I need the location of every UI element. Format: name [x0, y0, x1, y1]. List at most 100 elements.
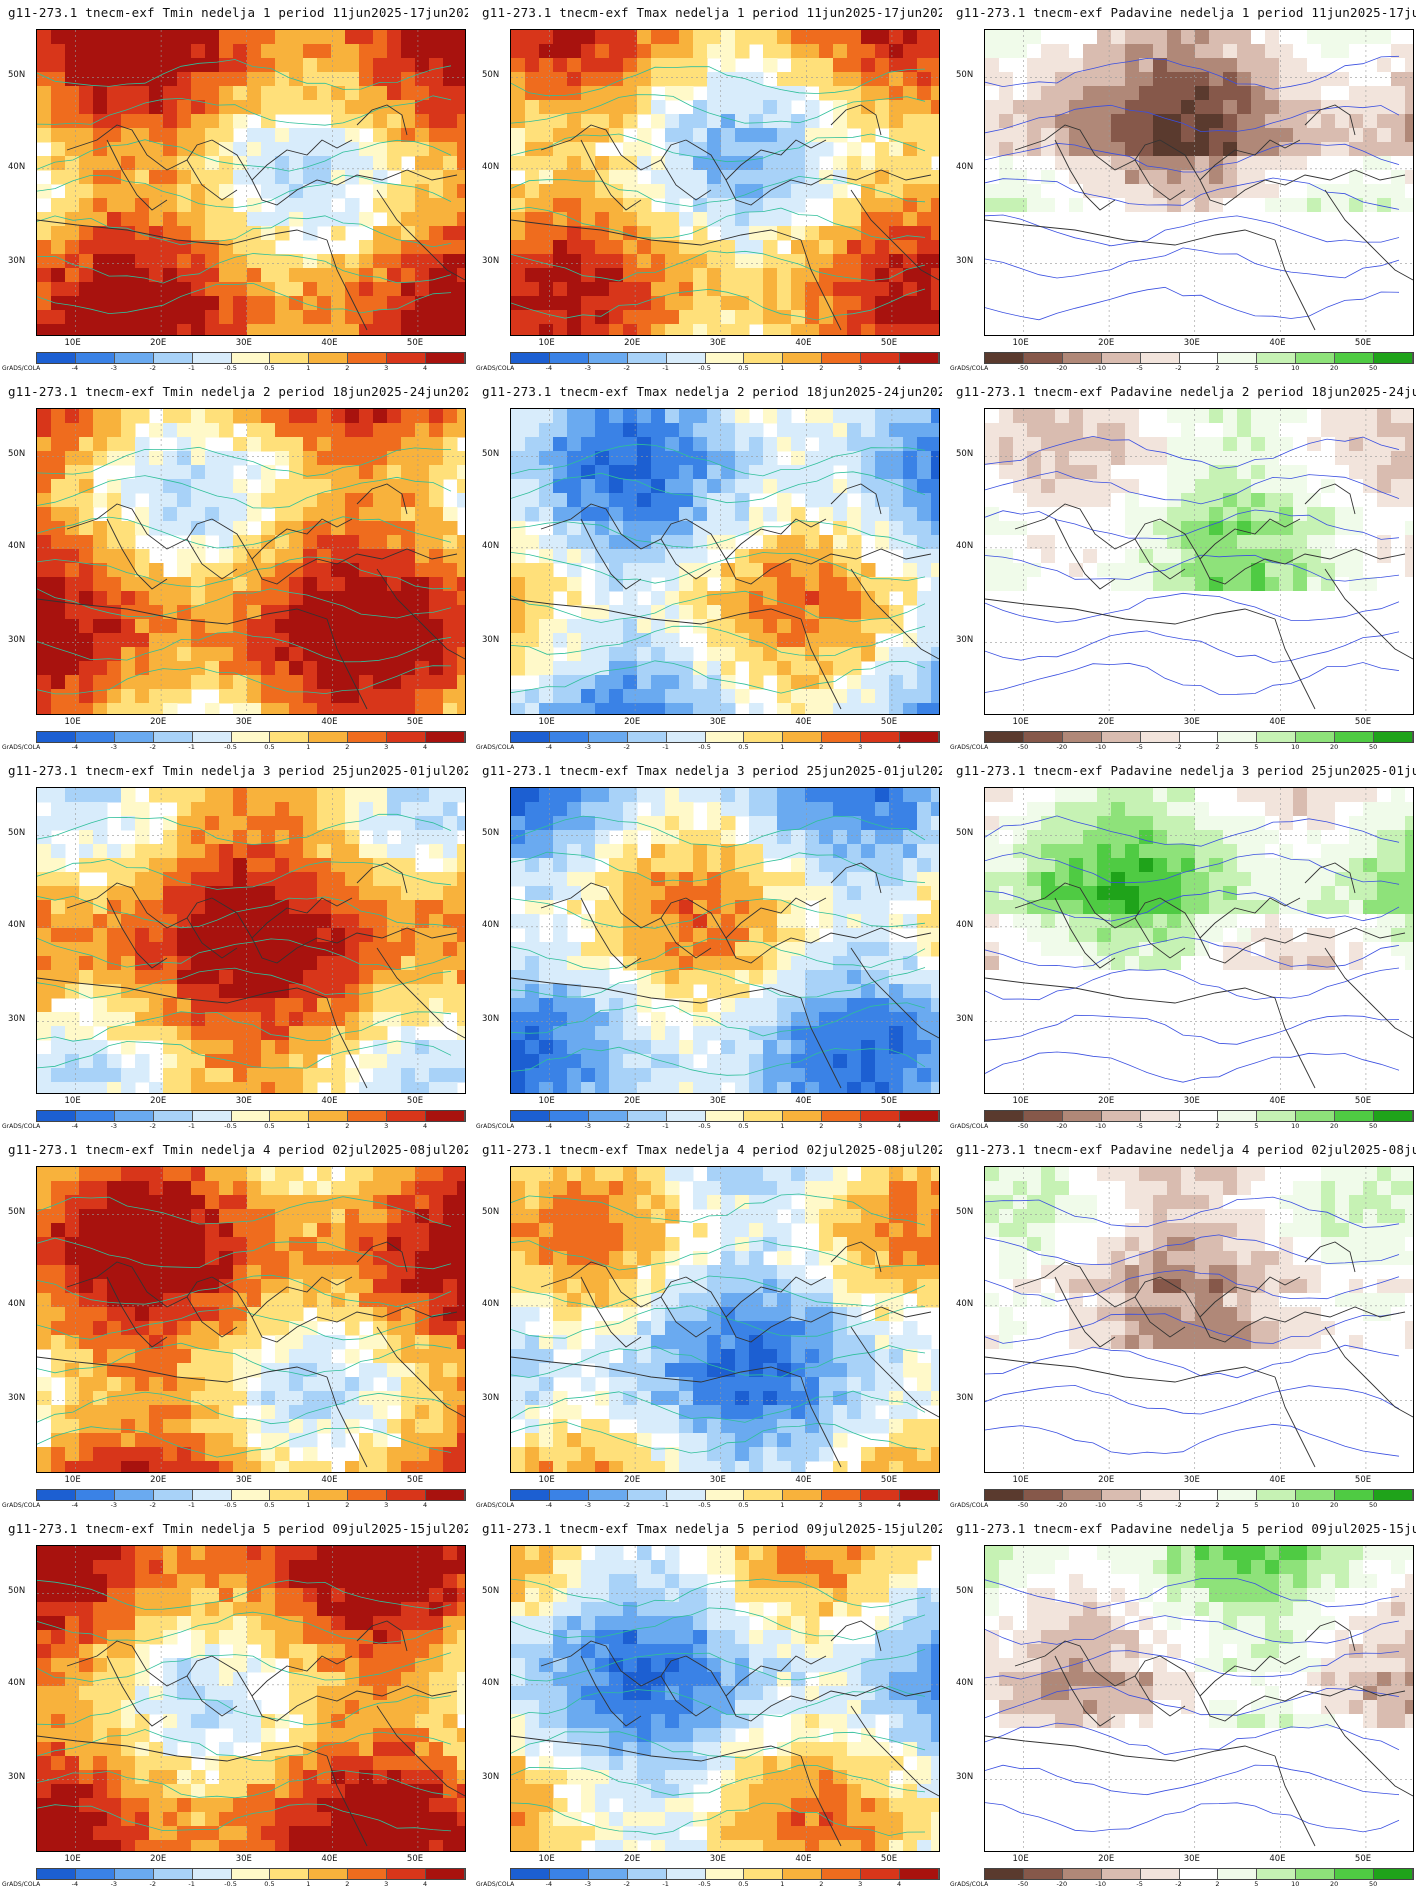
- longitude-label: 40E: [1269, 717, 1286, 727]
- map-panel-prec-week-5: g11-273.1 tnecm-exf Padavine nedelja 5 p…: [948, 1516, 1422, 1895]
- latitude-label: 50N: [956, 1586, 974, 1597]
- colorbar-tick-label: -5: [1136, 1501, 1143, 1509]
- colorbar-tick-label: 0.5: [264, 1880, 275, 1888]
- colorbar-swatch: [744, 353, 784, 363]
- latitude-label: 50N: [8, 828, 26, 839]
- latitude-label: 30N: [482, 256, 500, 267]
- anomaly-map: [36, 408, 466, 715]
- longitude-label: 10E: [64, 717, 81, 727]
- colorbar-swatch: [705, 353, 745, 363]
- colorbar-swatch: [231, 1490, 271, 1500]
- latitude-label: 40N: [8, 161, 26, 172]
- colorbar-tick-label: 3: [858, 364, 863, 372]
- panel-title: g11-273.1 tnecm-exf Tmax nedelja 5 perio…: [482, 1521, 942, 1536]
- longitude-label: 30E: [709, 1854, 726, 1864]
- colorbar-swatch: [426, 353, 465, 363]
- colorbar-swatch: [1140, 1111, 1180, 1121]
- colorbar-tick-label: -3: [584, 1122, 592, 1130]
- colorbar-tick-label: 4: [423, 364, 428, 372]
- colorbar-swatch: [1140, 1869, 1180, 1879]
- colorbar-tick-label: 50: [1368, 1501, 1378, 1509]
- colorbar-tick-label: 3: [384, 743, 389, 751]
- anomaly-map: [510, 1545, 940, 1852]
- colorbar-swatch: [1101, 1490, 1141, 1500]
- longitude-label: 20E: [624, 1854, 641, 1864]
- latitude-label: 40N: [8, 1298, 26, 1309]
- colorbar-tick-label: -0.5: [224, 1880, 237, 1888]
- panel-title: g11-273.1 tnecm-exf Padavine nedelja 1 p…: [956, 5, 1416, 20]
- colorbar-swatch: [309, 1869, 349, 1879]
- colorbar-swatch: [627, 732, 667, 742]
- colorbar-swatch: [861, 1869, 901, 1879]
- colorbar-tick-label: 0.5: [264, 1122, 275, 1130]
- colorbar-tick-label: -2: [149, 1880, 156, 1888]
- colorbar: [36, 1489, 466, 1501]
- colorbar-tick-label: -0.5: [698, 743, 711, 751]
- colorbar-tick-label: -2: [1175, 743, 1182, 751]
- colorbar-tick-label: 2: [345, 1880, 350, 1888]
- colorbar-tick-label: 2: [1215, 1122, 1220, 1130]
- colorbar-tick-label: 3: [858, 1501, 863, 1509]
- longitude-label: 20E: [624, 717, 641, 727]
- grads-credit: GrADS/COLA: [476, 365, 515, 372]
- colorbar-tick-label: 2: [345, 743, 350, 751]
- latitude-label: 40N: [8, 1677, 26, 1688]
- colorbar-swatch: [1218, 353, 1258, 363]
- colorbar-swatch: [114, 353, 154, 363]
- latitude-label: 30N: [956, 1014, 974, 1025]
- colorbar-swatch: [705, 1490, 745, 1500]
- anomaly-map: [984, 1545, 1414, 1852]
- longitude-label: 20E: [1098, 717, 1115, 727]
- colorbar-swatch: [588, 732, 628, 742]
- colorbar-swatch: [1257, 732, 1297, 742]
- colorbar-tick-label: -20: [1056, 364, 1068, 372]
- colorbar-tick-label: -3: [584, 743, 592, 751]
- colorbar-tick-label: 1: [306, 743, 311, 751]
- colorbar-swatch: [1140, 353, 1180, 363]
- longitude-label: 50E: [1354, 1096, 1372, 1106]
- colorbar-tick-label: -1: [188, 1501, 195, 1509]
- colorbar-swatch: [348, 732, 388, 742]
- colorbar-swatch: [627, 1490, 667, 1500]
- colorbar-swatch: [1374, 1490, 1413, 1500]
- latitude-label: 30N: [482, 1772, 500, 1783]
- colorbar-swatch: [1101, 1111, 1141, 1121]
- longitude-label: 10E: [64, 1854, 81, 1864]
- longitude-label: 40E: [321, 1854, 338, 1864]
- colorbar-tick-label: 2: [1215, 1880, 1220, 1888]
- colorbar: [984, 1110, 1414, 1122]
- colorbar-swatch: [783, 353, 823, 363]
- colorbar-tick-label: -3: [584, 1880, 592, 1888]
- colorbar-tick-label: 4: [423, 1122, 428, 1130]
- panel-title: g11-273.1 tnecm-exf Tmin nedelja 1 perio…: [8, 5, 468, 20]
- colorbar-swatch: [705, 732, 745, 742]
- colorbar-tick-label: 0.5: [264, 743, 275, 751]
- colorbar-tick-label: -1: [662, 1122, 669, 1130]
- colorbar-swatch: [37, 732, 76, 742]
- colorbar-tick-label: 50: [1368, 1880, 1378, 1888]
- longitude-label: 10E: [1012, 1854, 1029, 1864]
- latitude-label: 50N: [956, 1207, 974, 1218]
- latitude-label: 50N: [482, 70, 500, 81]
- colorbar-swatch: [1296, 1869, 1336, 1879]
- colorbar-tick-label: -4: [545, 1501, 553, 1509]
- longitude-label: 50E: [406, 1854, 424, 1864]
- colorbar-tick-label: 2: [819, 364, 824, 372]
- colorbar-swatch: [1140, 732, 1180, 742]
- colorbar-swatch: [549, 1490, 589, 1500]
- grads-credit: GrADS/COLA: [476, 1881, 515, 1888]
- longitude-label: 40E: [1269, 1854, 1286, 1864]
- latitude-label: 50N: [482, 1207, 500, 1218]
- colorbar-swatch: [666, 1111, 706, 1121]
- colorbar-swatch: [348, 1869, 388, 1879]
- grads-credit: GrADS/COLA: [2, 1123, 41, 1130]
- map-panel-tmax-week-3: g11-273.1 tnecm-exf Tmax nedelja 3 perio…: [474, 758, 948, 1137]
- colorbar: [510, 1868, 940, 1880]
- latitude-label: 50N: [956, 449, 974, 460]
- longitude-label: 10E: [64, 338, 81, 348]
- colorbar-swatch: [75, 1490, 115, 1500]
- longitude-label: 10E: [538, 338, 555, 348]
- longitude-label: 50E: [1354, 1854, 1372, 1864]
- longitude-label: 10E: [1012, 338, 1029, 348]
- latitude-label: 40N: [482, 161, 500, 172]
